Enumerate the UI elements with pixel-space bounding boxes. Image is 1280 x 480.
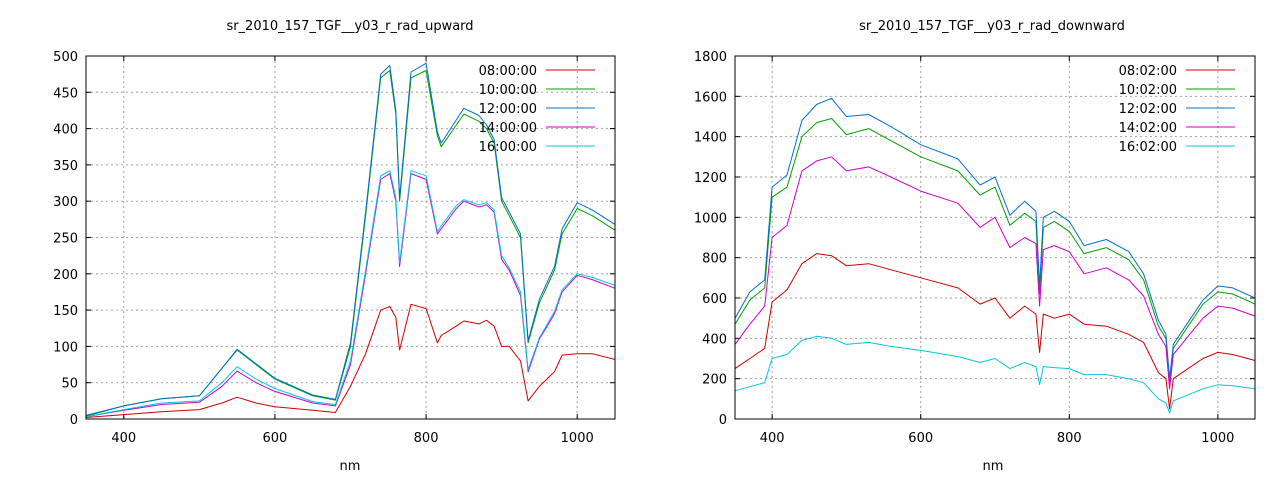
legend-label: 16:00:00 bbox=[479, 140, 537, 155]
legend-label: 12:00:00 bbox=[479, 102, 537, 117]
legend-label: 14:02:00 bbox=[1119, 121, 1177, 136]
y-tick-label: 50 bbox=[61, 377, 78, 392]
chart-title: sr_2010_157_TGF__y03_r_rad_upward bbox=[226, 19, 473, 34]
series-line-140200 bbox=[734, 156, 1256, 390]
y-tick-label: 500 bbox=[53, 50, 78, 65]
x-axis-label: nm bbox=[340, 459, 361, 474]
x-tick-label: 1000 bbox=[561, 431, 594, 446]
legend-label: 08:02:00 bbox=[1119, 64, 1177, 79]
series-line-120200 bbox=[734, 97, 1256, 380]
y-tick-label: 450 bbox=[53, 86, 78, 101]
x-tick-label: 1000 bbox=[1201, 431, 1234, 446]
y-tick-label: 800 bbox=[702, 252, 727, 267]
x-tick-label: 400 bbox=[760, 431, 785, 446]
x-tick-label: 800 bbox=[414, 431, 439, 446]
series-line-080200 bbox=[734, 253, 1256, 410]
y-tick-label: 400 bbox=[702, 332, 727, 347]
series-line-080000 bbox=[85, 303, 616, 418]
y-tick-label: 200 bbox=[53, 268, 78, 283]
plot-frame bbox=[734, 55, 1256, 420]
chart-upward: sr_2010_157_TGF__y03_r_rad_upward nm 0 50… bbox=[53, 19, 616, 474]
series-line-100200 bbox=[734, 118, 1256, 384]
series-line-140000 bbox=[85, 173, 616, 418]
y-tick-label: 0 bbox=[70, 413, 78, 428]
series-line-100000 bbox=[85, 70, 616, 417]
y-tick-label: 150 bbox=[53, 304, 78, 319]
series-line-160000 bbox=[85, 170, 616, 418]
y-tick-label: 350 bbox=[53, 159, 78, 174]
y-tick-label: 0 bbox=[719, 413, 727, 428]
x-tick-label: 600 bbox=[908, 431, 933, 446]
y-tick-label: 1600 bbox=[694, 90, 727, 105]
y-tick-label: 300 bbox=[53, 195, 78, 210]
y-tick-label: 400 bbox=[53, 123, 78, 138]
legend-label: 12:02:00 bbox=[1119, 102, 1177, 117]
chart-downward: sr_2010_157_TGF__y03_r_rad_downward nm 0… bbox=[694, 19, 1256, 474]
series-line-120000 bbox=[85, 62, 616, 416]
x-axis-label: nm bbox=[983, 459, 1004, 474]
y-tick-label: 200 bbox=[702, 373, 727, 388]
x-tick-label: 800 bbox=[1057, 431, 1082, 446]
y-tick-label: 1000 bbox=[694, 211, 727, 226]
y-tick-label: 1200 bbox=[694, 171, 727, 186]
plot-frame bbox=[85, 55, 616, 420]
y-tick-label: 250 bbox=[53, 232, 78, 247]
y-tick-label: 1800 bbox=[694, 50, 727, 65]
legend-label: 10:00:00 bbox=[479, 83, 537, 98]
x-tick-label: 400 bbox=[111, 431, 136, 446]
legend-label: 14:00:00 bbox=[479, 121, 537, 136]
y-tick-label: 1400 bbox=[694, 131, 727, 146]
legend-label: 10:02:00 bbox=[1119, 83, 1177, 98]
legend-label: 16:02:00 bbox=[1119, 140, 1177, 155]
y-tick-label: 100 bbox=[53, 340, 78, 355]
chart-title: sr_2010_157_TGF__y03_r_rad_downward bbox=[859, 19, 1125, 34]
y-tick-label: 600 bbox=[702, 292, 727, 307]
series-line-160200 bbox=[734, 335, 1256, 414]
legend-label: 08:00:00 bbox=[479, 64, 537, 79]
x-tick-label: 600 bbox=[263, 431, 288, 446]
